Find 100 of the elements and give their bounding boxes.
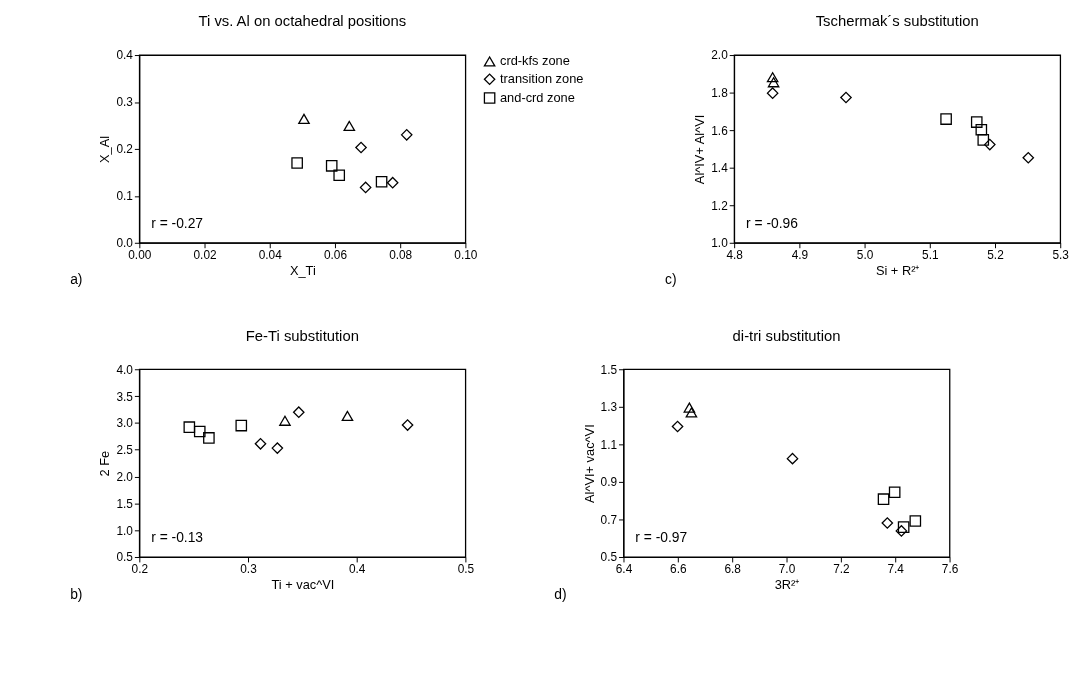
y-tick-label: 4.0 xyxy=(116,362,134,377)
point xyxy=(840,91,852,104)
y-tick-label: 1.0 xyxy=(711,236,729,251)
point xyxy=(183,421,196,434)
point xyxy=(325,159,338,172)
y-tick-label: 0.9 xyxy=(600,475,618,490)
x-tick-label: 0.08 xyxy=(389,248,413,263)
y-tick-label: 3.5 xyxy=(116,389,134,404)
x-axis-title: X_Ti xyxy=(289,262,316,278)
x-axis-title: Si + R²⁺ xyxy=(875,262,920,278)
point xyxy=(970,116,983,128)
y-tick-label: 1.5 xyxy=(600,362,618,377)
point xyxy=(386,176,399,189)
y-tick-label: 1.8 xyxy=(711,86,729,101)
x-tick-label: 0.10 xyxy=(454,248,478,263)
x-tick-label: 0.06 xyxy=(323,248,348,263)
point xyxy=(977,134,990,146)
y-tick-label: 0.0 xyxy=(116,236,134,251)
x-tick-label: 6.8 xyxy=(724,562,742,577)
x-tick-label: 7.6 xyxy=(941,562,959,577)
chart-title: Ti vs. Al on octahedral positions xyxy=(198,13,407,30)
y-tick-label: 1.0 xyxy=(116,523,134,538)
point xyxy=(235,419,248,432)
point xyxy=(683,402,696,413)
x-tick-label: 5.2 xyxy=(987,248,1004,263)
point xyxy=(983,138,996,151)
x-tick-label: 5.3 xyxy=(1052,248,1070,263)
x-tick-label: 0.04 xyxy=(258,248,283,263)
y-tick-label: 2.0 xyxy=(711,48,729,63)
y-axis-title: X_Al xyxy=(97,135,113,163)
legend-label: transition zone xyxy=(499,71,584,87)
annotation: r = -0.27 xyxy=(151,214,204,231)
x-axis-title: 3R²⁺ xyxy=(774,577,800,593)
x-tick-label: 5.0 xyxy=(856,248,874,263)
y-tick-label: 1.6 xyxy=(711,123,729,138)
x-tick-label: 0.4 xyxy=(348,562,366,577)
annotation: r = -0.96 xyxy=(746,214,799,231)
point xyxy=(341,410,354,422)
point xyxy=(877,493,890,505)
y-tick-label: 1.5 xyxy=(116,496,134,511)
text: a) xyxy=(70,271,83,288)
point xyxy=(975,123,988,136)
point xyxy=(333,169,346,182)
x-tick-label: 6.6 xyxy=(670,562,687,577)
chart-title: di-tri substitution xyxy=(732,327,841,344)
y-axis-title: Al^IV+ Al^VI xyxy=(692,114,708,185)
x-tick-label: 6.4 xyxy=(615,562,633,577)
point xyxy=(881,517,894,529)
point xyxy=(766,87,779,99)
point xyxy=(254,438,267,450)
x-tick-label: 4.9 xyxy=(791,248,809,263)
point xyxy=(897,521,910,533)
point xyxy=(203,432,215,444)
x-tick-label: 0.5 xyxy=(457,562,475,577)
y-tick-label: 0.2 xyxy=(116,142,133,157)
point xyxy=(279,415,291,426)
y-axis-title: 2 Fe xyxy=(97,450,113,477)
x-axis-title: Ti + vac^VI xyxy=(271,577,335,593)
point xyxy=(909,515,922,527)
legend-label: and-crd zone xyxy=(499,89,575,105)
point xyxy=(786,452,799,465)
point xyxy=(767,77,780,88)
y-tick-label: 3.0 xyxy=(116,416,134,431)
point xyxy=(895,525,908,537)
point xyxy=(298,113,310,125)
x-tick-label: 0.00 xyxy=(128,248,152,263)
chart-title: Tschermak´s substitution xyxy=(815,13,979,30)
x-tick-label: 0.2 xyxy=(131,562,149,577)
x-tick-label: 5.1 xyxy=(922,248,939,263)
point xyxy=(671,420,684,433)
y-tick-label: 0.7 xyxy=(600,512,618,527)
y-tick-label: 1.4 xyxy=(711,161,729,176)
y-tick-label: 2.0 xyxy=(116,469,134,484)
x-tick-label: 7.4 xyxy=(887,562,905,577)
point xyxy=(193,425,206,438)
y-tick-label: 0.1 xyxy=(116,189,134,204)
y-tick-label: 1.2 xyxy=(711,198,728,213)
point xyxy=(359,181,372,194)
x-tick-label: 4.8 xyxy=(726,248,744,263)
point xyxy=(401,419,414,431)
y-tick-label: 0.4 xyxy=(116,48,134,63)
y-tick-label: 2.5 xyxy=(116,443,134,458)
point xyxy=(1022,151,1035,164)
point xyxy=(343,120,356,132)
point xyxy=(291,157,303,169)
point xyxy=(400,129,413,141)
y-tick-label: 0.5 xyxy=(600,550,618,565)
point xyxy=(940,113,952,125)
x-tick-label: 0.3 xyxy=(240,562,258,577)
point xyxy=(375,175,388,188)
annotation: r = -0.13 xyxy=(151,529,204,546)
legend-label: crd-kfs zone xyxy=(499,53,570,69)
y-tick-label: 1.1 xyxy=(600,437,618,452)
x-tick-label: 7.0 xyxy=(778,562,796,577)
text: b) xyxy=(70,585,83,602)
y-tick-label: 1.3 xyxy=(600,400,618,415)
text: c) xyxy=(664,271,677,288)
annotation: r = -0.97 xyxy=(635,529,688,546)
point xyxy=(271,442,284,454)
x-tick-label: 7.2 xyxy=(833,562,850,577)
